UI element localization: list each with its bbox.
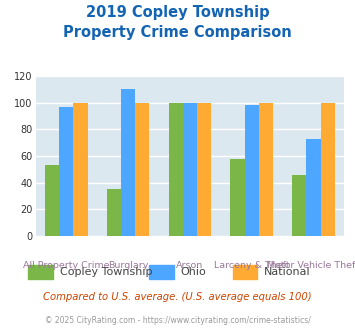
Bar [45,165,59,236]
Text: Property Crime Comparison: Property Crime Comparison [63,25,292,40]
Text: © 2025 CityRating.com - https://www.cityrating.com/crime-statistics/: © 2025 CityRating.com - https://www.city… [45,316,310,325]
Bar [107,189,121,236]
Text: 2019 Copley Township: 2019 Copley Township [86,5,269,20]
Bar [230,159,245,236]
Text: Compared to U.S. average. (U.S. average equals 100): Compared to U.S. average. (U.S. average … [43,292,312,302]
Text: National: National [264,267,310,277]
Text: Burglary: Burglary [108,261,148,270]
Bar [321,103,335,236]
Text: Ohio: Ohio [180,267,206,277]
Text: Arson: Arson [176,261,203,270]
Bar [197,103,211,236]
Bar [121,89,135,236]
Bar [292,175,306,236]
Bar [73,103,88,236]
Bar [259,103,273,236]
Bar [135,103,149,236]
Bar [59,107,73,236]
Text: All Property Crime: All Property Crime [23,261,110,270]
Bar [306,139,321,236]
Text: Motor Vehicle Theft: Motor Vehicle Theft [267,261,355,270]
Text: Larceny & Theft: Larceny & Theft [214,261,290,270]
Bar [169,103,183,236]
Bar [183,103,197,236]
Text: Copley Township: Copley Township [60,267,152,277]
Bar [245,105,259,236]
